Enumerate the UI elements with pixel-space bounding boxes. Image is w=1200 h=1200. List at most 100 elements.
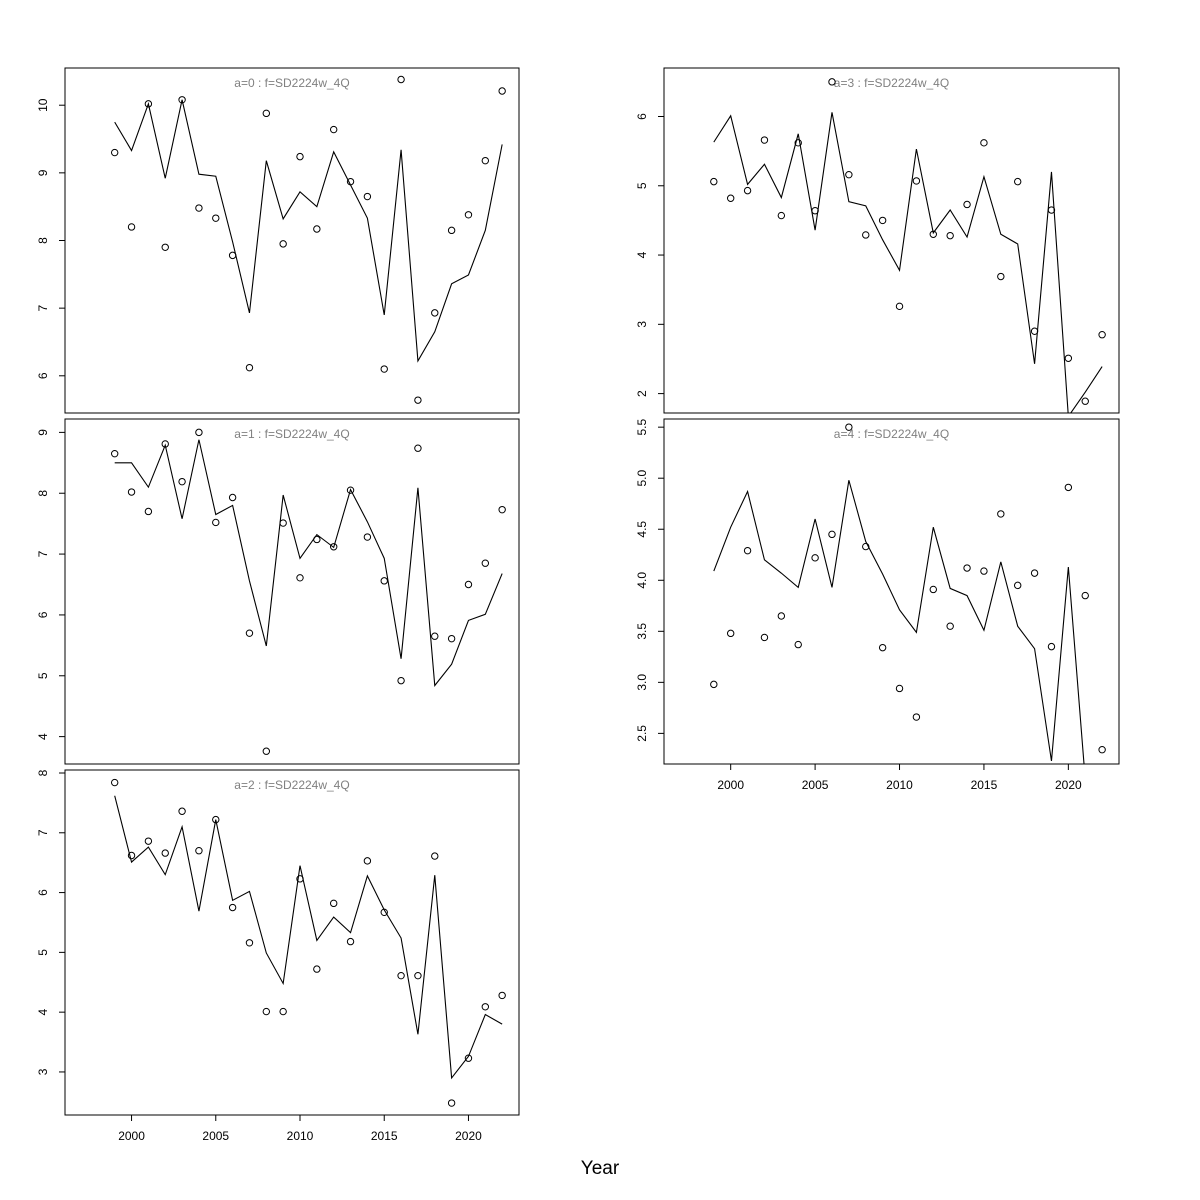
observed-point (110, 148, 119, 157)
x-tick-label: 2020 (455, 1129, 482, 1143)
observed-point (144, 507, 153, 516)
observed-point (228, 251, 237, 260)
y-tick-label: 3.0 (635, 674, 649, 691)
panel-a1: a=1 : f=SD2224w_4Q 4 5 6 7 8 9 (36, 418, 520, 765)
observed-point (481, 1003, 490, 1011)
observed-point (212, 518, 220, 527)
observed-point (363, 192, 372, 201)
observed-point (195, 428, 203, 437)
observed-point (195, 847, 203, 855)
observed-point (245, 939, 254, 947)
observed-point (710, 177, 718, 186)
observed-point (161, 440, 169, 448)
observed-point (431, 632, 439, 640)
observed-point (912, 713, 921, 721)
observed-point (178, 96, 186, 104)
observed-point (414, 396, 422, 404)
observed-point (1030, 569, 1039, 577)
observed-point (296, 152, 304, 161)
observed-point (794, 139, 802, 147)
observed-point (997, 272, 1005, 281)
observed-point (895, 684, 904, 693)
observed-point (929, 230, 937, 238)
observed-point (363, 533, 372, 541)
observed-point (279, 519, 287, 527)
observed-point (845, 170, 853, 179)
y-tick-label: 7 (36, 829, 50, 836)
plot-frame (64, 67, 520, 414)
fitted-series-line (114, 795, 503, 1080)
y-tick-label: 6 (36, 372, 50, 379)
observed-point (760, 633, 769, 642)
observed-point (245, 629, 254, 637)
y-tick-label: 5.0 (635, 470, 649, 487)
observed-point (845, 423, 853, 431)
observed-point (1098, 331, 1106, 339)
y-tick-label: 5 (36, 949, 50, 956)
observed-point (777, 612, 786, 620)
observed-point (144, 100, 153, 108)
observed-point (178, 477, 186, 486)
panel-title: a=3 : f=SD2224w_4Q (834, 76, 949, 90)
x-axis-label: Year (580, 1158, 620, 1179)
observed-point (878, 643, 887, 652)
x-tick-label: 2015 (971, 778, 998, 792)
panel-title: a=4 : f=SD2224w_4Q (834, 427, 949, 441)
observed-point (110, 449, 119, 458)
observed-point (498, 991, 506, 1000)
observed-point (228, 903, 237, 912)
observed-point (431, 309, 439, 317)
plot-frame (64, 769, 520, 1116)
y-tick-label: 8 (36, 237, 50, 244)
fitted-series-line (713, 480, 1085, 764)
plot-frame (64, 418, 520, 765)
y-tick-label: 5.5 (635, 419, 649, 436)
x-tick-label: 2020 (1055, 778, 1082, 792)
observed-point (878, 216, 887, 225)
observed-point (743, 186, 752, 195)
observed-point (963, 200, 971, 209)
observed-point (997, 510, 1005, 518)
observed-point (481, 156, 490, 165)
observed-point (743, 546, 752, 555)
observed-point (178, 807, 186, 815)
observed-point (464, 1054, 473, 1062)
fitted-series-line (114, 439, 503, 687)
observed-point (397, 75, 405, 84)
observed-point (262, 1007, 271, 1016)
observed-point (212, 815, 220, 824)
observed-point (710, 680, 718, 689)
x-tick-label: 2000 (717, 778, 744, 792)
observed-point (329, 125, 338, 134)
observed-point (946, 231, 954, 240)
observed-point (498, 505, 506, 514)
observed-point (912, 177, 921, 185)
y-tick-label: 9 (36, 169, 50, 176)
observed-point (329, 543, 338, 551)
x-tick-label: 2005 (202, 1129, 229, 1143)
panel-title: a=1 : f=SD2224w_4Q (234, 427, 349, 441)
observed-point (828, 530, 836, 539)
observed-point (161, 243, 169, 251)
observed-point (447, 634, 456, 643)
observed-point (414, 971, 422, 980)
observed-point (828, 78, 836, 86)
y-tick-label: 4 (36, 733, 50, 740)
observed-point (127, 851, 136, 860)
panel-title: a=0 : f=SD2224w_4Q (234, 76, 349, 90)
observed-point (862, 231, 870, 239)
observed-point (397, 971, 405, 980)
observed-point (313, 965, 321, 973)
observed-point (1081, 591, 1089, 600)
y-tick-label: 3 (36, 1068, 50, 1075)
y-tick-label: 6 (36, 889, 50, 896)
panel-a4: a=4 : f=SD2224w_4Q 2.5 3.0 3.5 4.0 4.5 5.0 5.5 2… (635, 418, 1120, 792)
observed-point (1047, 206, 1056, 214)
panel-title: a=2 : f=SD2224w_4Q (234, 778, 349, 792)
y-tick-label: 5 (635, 182, 649, 189)
observed-point (346, 177, 355, 186)
observed-point (279, 240, 287, 248)
y-tick-label: 6 (635, 113, 649, 120)
plot-frame (663, 67, 1120, 414)
